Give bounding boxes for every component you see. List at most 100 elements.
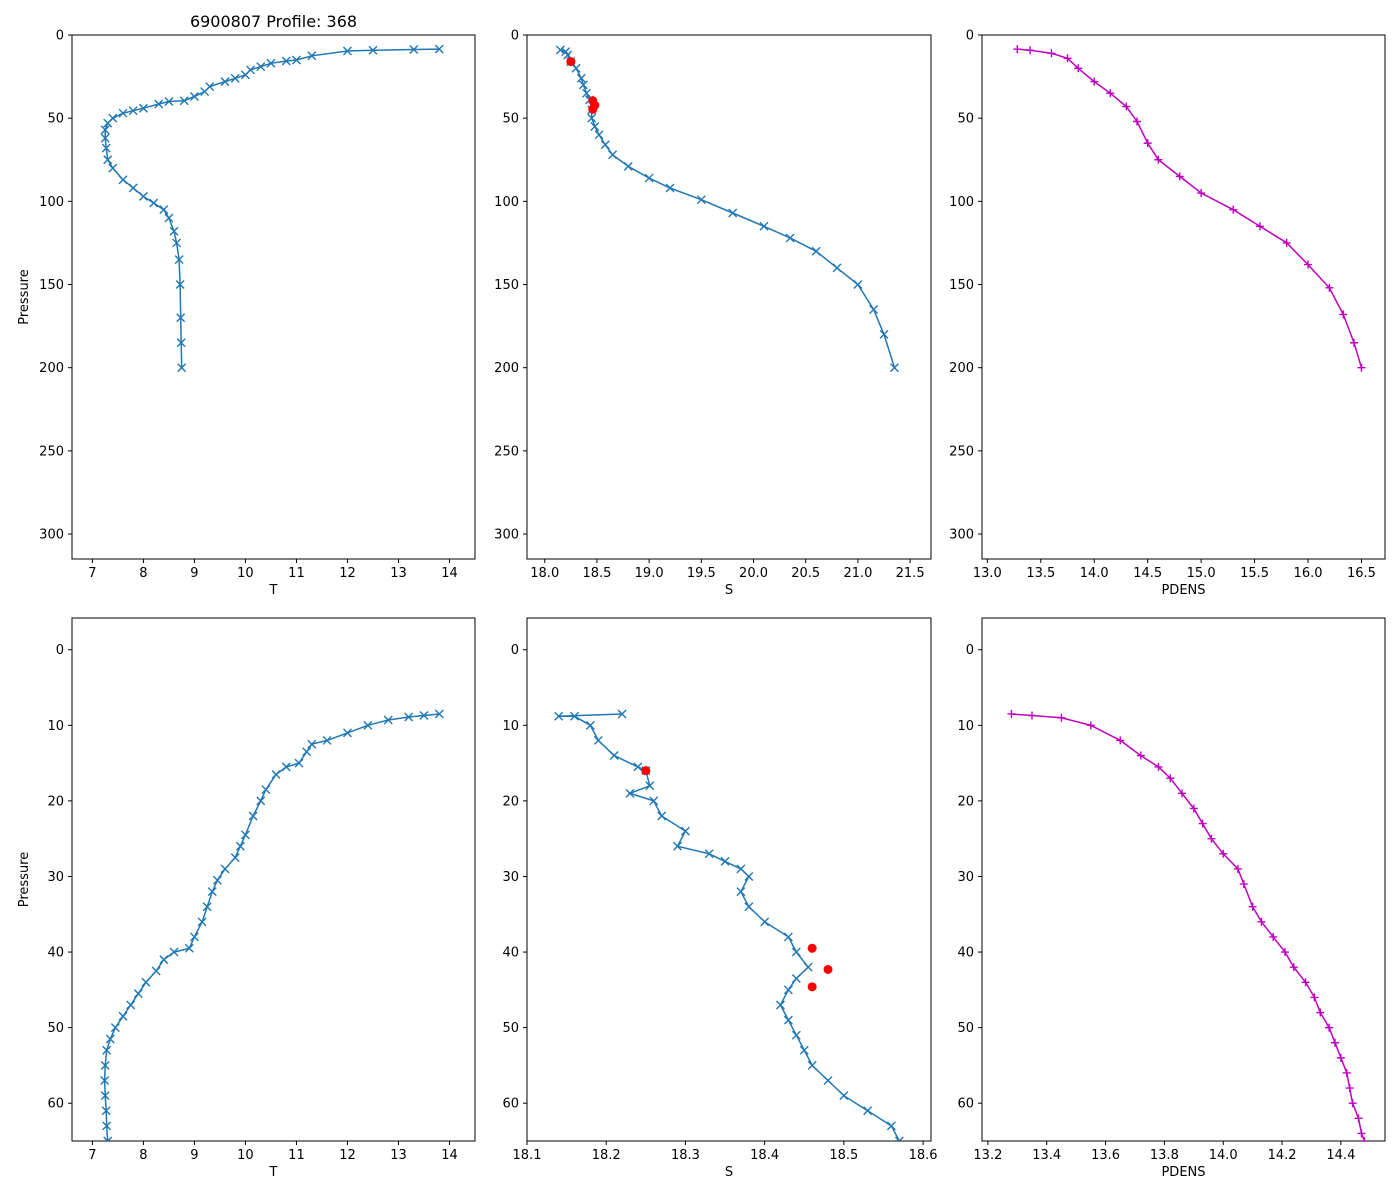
y-tick-label: 0 xyxy=(966,643,974,658)
data-point xyxy=(1339,310,1348,319)
data-point xyxy=(1233,864,1242,873)
data-point xyxy=(1057,713,1066,722)
data-point xyxy=(404,712,414,722)
y-tick-label: 10 xyxy=(957,719,974,734)
data-point xyxy=(197,917,207,927)
y-tick-label: 30 xyxy=(502,870,519,885)
data-point xyxy=(151,966,161,976)
data-point xyxy=(633,762,643,772)
flagged-point xyxy=(588,104,598,114)
data-point xyxy=(593,735,603,745)
data-point xyxy=(554,711,564,721)
flagged-point xyxy=(807,943,817,953)
x-tick-label: 14.2 xyxy=(1268,1148,1297,1163)
data-point xyxy=(172,238,182,248)
data-point xyxy=(839,1091,849,1101)
data-point xyxy=(680,826,690,836)
x-axis-label: S xyxy=(725,1165,733,1180)
y-tick-label: 150 xyxy=(949,278,974,293)
data-point xyxy=(886,1121,896,1131)
data-point xyxy=(1348,1099,1357,1108)
x-tick-label: 13 xyxy=(390,1148,407,1163)
data-point xyxy=(879,329,889,339)
x-axis-label: PDENS xyxy=(1161,1165,1205,1180)
data-point xyxy=(736,887,746,897)
x-tick-label: 21.5 xyxy=(896,566,925,581)
x-tick-label: 18.5 xyxy=(829,1148,858,1163)
data-point xyxy=(159,955,169,965)
plot-frame xyxy=(71,617,476,1142)
data-point xyxy=(202,902,212,912)
data-point xyxy=(281,56,291,66)
data-point xyxy=(169,226,179,236)
x-tick-label: 13.2 xyxy=(973,1148,1002,1163)
data-point xyxy=(189,92,199,102)
data-point xyxy=(1219,849,1228,858)
data-point xyxy=(853,280,863,290)
figure-title: 6900807 Profile: 368 xyxy=(190,12,357,31)
data-point xyxy=(783,985,793,995)
data-point xyxy=(1074,64,1083,73)
data-point xyxy=(118,108,128,118)
data-point xyxy=(342,728,352,738)
data-point xyxy=(1360,1137,1369,1141)
data-point xyxy=(235,841,245,851)
plot-data xyxy=(100,44,444,373)
x-tick-label: 9 xyxy=(190,1148,198,1163)
x-tick-label: 7 xyxy=(88,1148,96,1163)
x-tick-label: 8 xyxy=(139,1148,147,1163)
data-point xyxy=(102,1121,112,1131)
data-point xyxy=(322,735,332,745)
data-point xyxy=(1289,963,1298,972)
data-point xyxy=(645,781,655,791)
y-tick-label: 60 xyxy=(957,1097,974,1112)
flagged-point xyxy=(641,766,651,776)
y-tick-label: 150 xyxy=(39,278,64,293)
data-point xyxy=(625,788,635,798)
x-tick-label: 18.5 xyxy=(582,566,611,581)
x-tick-label: 14 xyxy=(441,566,458,581)
y-tick-label: 200 xyxy=(949,361,974,376)
x-tick-label: 20.5 xyxy=(791,566,820,581)
data-point xyxy=(1175,172,1184,181)
data-point xyxy=(649,796,659,806)
data-point xyxy=(760,917,770,927)
x-tick-label: 14.0 xyxy=(1080,566,1109,581)
plot-frame xyxy=(981,34,1386,560)
x-axis-label: T xyxy=(269,1165,278,1180)
data-point xyxy=(207,887,217,897)
y-tick-label: 60 xyxy=(47,1097,64,1112)
y-tick-label: 40 xyxy=(957,946,974,961)
data-point xyxy=(164,213,174,223)
data-point xyxy=(1136,751,1145,760)
data-point xyxy=(803,962,813,972)
data-point xyxy=(294,758,304,768)
x-tick-label: 14 xyxy=(441,1148,458,1163)
x-tick-label: 11 xyxy=(288,1148,305,1163)
data-point xyxy=(240,830,250,840)
data-point xyxy=(590,121,600,131)
data-point xyxy=(720,856,730,866)
x-tick-label: 19.5 xyxy=(687,566,716,581)
data-point xyxy=(1007,709,1016,718)
data-point xyxy=(1280,948,1289,957)
data-point xyxy=(1086,721,1095,730)
x-tick-label: 13.6 xyxy=(1091,1148,1120,1163)
data-point xyxy=(665,183,675,193)
data-point xyxy=(571,63,581,73)
data-point xyxy=(1357,363,1366,372)
data-point xyxy=(256,62,266,72)
data-point xyxy=(177,363,187,373)
data-point xyxy=(434,44,444,54)
x-tick-label: 16.5 xyxy=(1347,566,1376,581)
chart-top-s: 18.0 18.5 19.0 19.5 20.0 20.5 21.0 21.5 0 50 100 15… xyxy=(494,29,932,598)
plot-data xyxy=(1007,709,1369,1141)
data-point xyxy=(889,363,899,373)
plot-data xyxy=(1013,45,1366,372)
data-point xyxy=(266,58,276,68)
y-tick-label: 150 xyxy=(494,278,519,293)
x-tick-label: 13.8 xyxy=(1150,1148,1179,1163)
flagged-point xyxy=(566,57,576,67)
data-point xyxy=(623,161,633,171)
